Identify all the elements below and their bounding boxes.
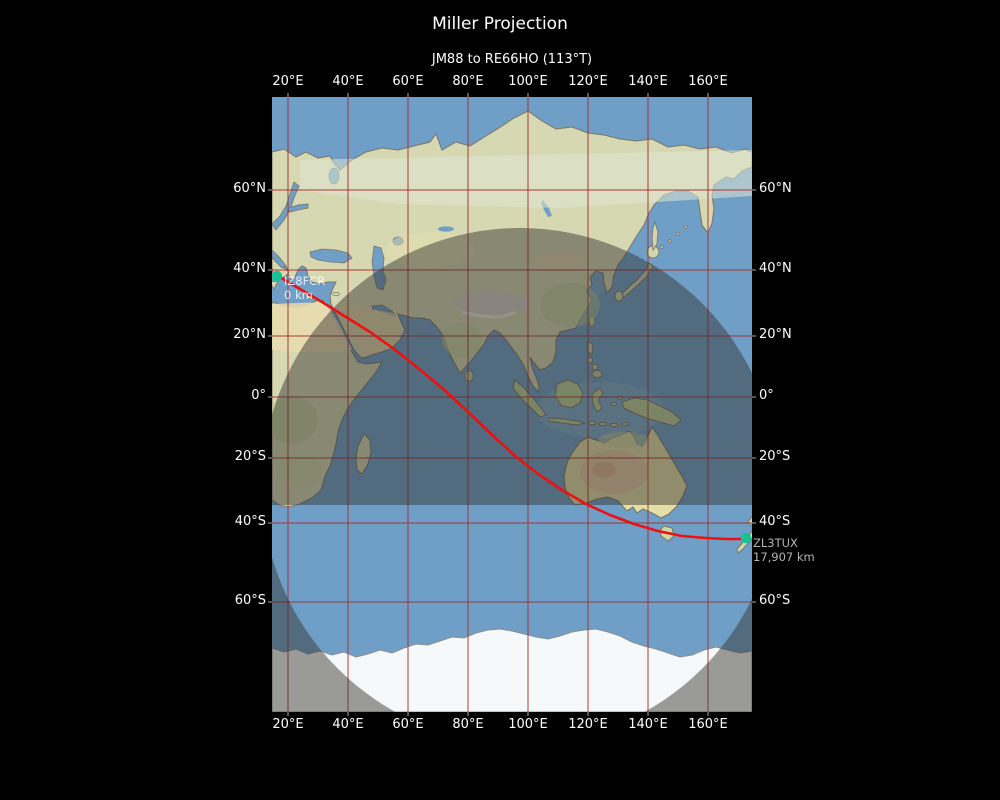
y-tick-label-left: 40°N — [233, 261, 266, 276]
y-tick-label-left: 20°N — [233, 327, 266, 342]
y-tick-label-right: 0° — [759, 388, 774, 403]
island-sicily — [272, 280, 279, 290]
land-antarctica — [272, 628, 752, 712]
y-tick-label-right: 40°N — [759, 261, 792, 276]
y-tick-label-right: 40°S — [759, 514, 791, 529]
y-tick-label-right: 20°N — [759, 327, 792, 342]
x-tick-label-bottom: 120°E — [568, 717, 608, 732]
x-tick-label-bottom: 100°E — [508, 717, 548, 732]
axis-ticks — [268, 93, 756, 716]
route-path — [276, 274, 748, 541]
x-tick-label-top: 40°E — [332, 74, 364, 89]
start-callsign-label: IZ8FCR — [284, 274, 325, 288]
x-tick-label-bottom: 20°E — [272, 717, 304, 732]
great-circle-route — [271, 270, 752, 544]
map-geography — [272, 97, 752, 712]
x-tick-label-bottom: 60°E — [392, 717, 424, 732]
islands-indonesia — [512, 379, 682, 428]
x-tick-label-top: 20°E — [272, 74, 304, 89]
terrain-shading — [272, 150, 752, 494]
start-distance-label: 0 km — [284, 288, 313, 302]
x-tick-label-top: 140°E — [628, 74, 668, 89]
x-tick-label-bottom: 140°E — [628, 717, 668, 732]
y-tick-label-left: 60°S — [234, 593, 266, 608]
x-tick-label-top: 160°E — [688, 74, 728, 89]
y-tick-label-left: 0° — [251, 388, 266, 403]
y-tick-label-right: 60°N — [759, 181, 792, 196]
figure-title: Miller Projection — [432, 14, 568, 34]
islands-japan — [614, 220, 688, 302]
x-tick-label-top: 100°E — [508, 74, 548, 89]
axes-title: JM88 to RE66HO (113°T) — [431, 52, 593, 67]
y-tick-label-left: 20°S — [234, 449, 266, 464]
x-tick-label-top: 120°E — [568, 74, 608, 89]
island-cyprus — [332, 292, 340, 296]
y-tick-label-left: 60°N — [233, 181, 266, 196]
end-marker — [740, 532, 752, 544]
end-distance-label: 17,907 km — [753, 550, 815, 564]
start-marker — [271, 270, 283, 282]
y-tick-label-right: 20°S — [759, 449, 791, 464]
x-tick-label-top: 60°E — [392, 74, 424, 89]
y-tick-label-right: 60°S — [759, 593, 791, 608]
y-tick-label-left: 40°S — [234, 514, 266, 529]
x-tick-label-bottom: 40°E — [332, 717, 364, 732]
x-tick-label-bottom: 80°E — [452, 717, 484, 732]
x-tick-label-bottom: 160°E — [688, 717, 728, 732]
end-callsign-label: ZL3TUX — [753, 536, 798, 550]
graticule — [272, 97, 752, 712]
island-srilanka — [464, 370, 474, 382]
x-tick-label-top: 80°E — [452, 74, 484, 89]
island-madagascar — [355, 433, 372, 475]
